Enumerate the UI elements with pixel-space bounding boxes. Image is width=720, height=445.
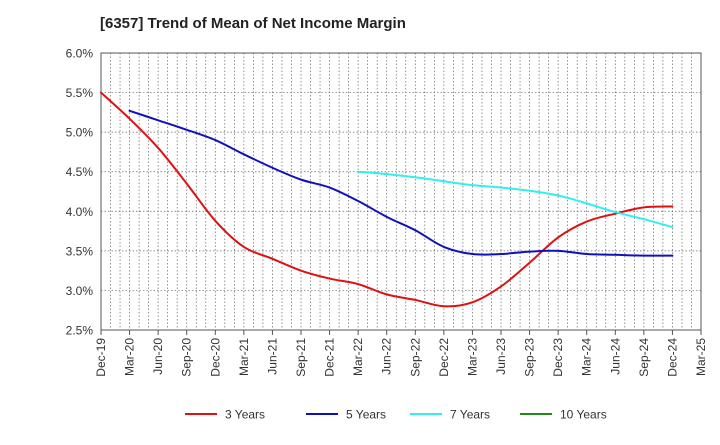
x-tick-label: Mar-21 — [237, 338, 251, 376]
legend-label-7-years: 7 Years — [450, 408, 490, 422]
x-tick-label: Sep-20 — [180, 338, 194, 377]
x-tick-label: Jun-22 — [380, 338, 394, 375]
x-tick-label: Sep-21 — [294, 338, 308, 377]
y-tick-label: 6.0% — [66, 47, 94, 61]
y-tick-label: 3.5% — [66, 244, 94, 258]
x-tick-label: Dec-19 — [94, 338, 108, 377]
series-line-3-years — [100, 91, 674, 308]
legend-label-5-years: 5 Years — [346, 408, 386, 422]
x-tick-label: Sep-24 — [637, 338, 651, 377]
x-tick-label: Mar-23 — [465, 338, 479, 376]
x-tick-label: Mar-22 — [351, 338, 365, 376]
x-tick-label: Dec-23 — [551, 338, 565, 377]
x-tick-label: Dec-24 — [665, 338, 679, 377]
series-line-5-years — [128, 109, 674, 257]
x-tick-label: Jun-21 — [265, 338, 279, 375]
series-line-7-years — [357, 170, 674, 229]
x-tick-label: Dec-21 — [323, 338, 337, 377]
y-tick-label: 5.0% — [66, 126, 94, 140]
x-tick-label: Mar-25 — [694, 338, 708, 376]
y-tick-label: 4.0% — [66, 205, 94, 219]
y-tick-label: 4.5% — [66, 165, 94, 179]
x-tick-label: Mar-20 — [123, 338, 137, 376]
legend-label-10-years: 10 Years — [560, 408, 607, 422]
y-tick-label: 2.5% — [66, 324, 94, 338]
x-tick-label: Dec-20 — [208, 338, 222, 377]
y-tick-label: 5.5% — [66, 86, 94, 100]
x-tick-label: Jun-20 — [151, 338, 165, 375]
chart-title: [6357] Trend of Mean of Net Income Margi… — [100, 15, 406, 32]
x-tick-label: Jun-23 — [494, 338, 508, 375]
x-tick-label: Jun-24 — [608, 338, 622, 375]
plot-area — [101, 53, 701, 330]
y-tick-label: 3.0% — [66, 284, 94, 298]
plot-border — [100, 52, 702, 331]
x-tick-label: Sep-23 — [523, 338, 537, 377]
legend-label-3-years: 3 Years — [225, 408, 265, 422]
x-tick-label: Dec-22 — [437, 338, 451, 377]
x-tick-label: Sep-22 — [408, 338, 422, 377]
x-tick-label: Mar-24 — [580, 338, 594, 376]
